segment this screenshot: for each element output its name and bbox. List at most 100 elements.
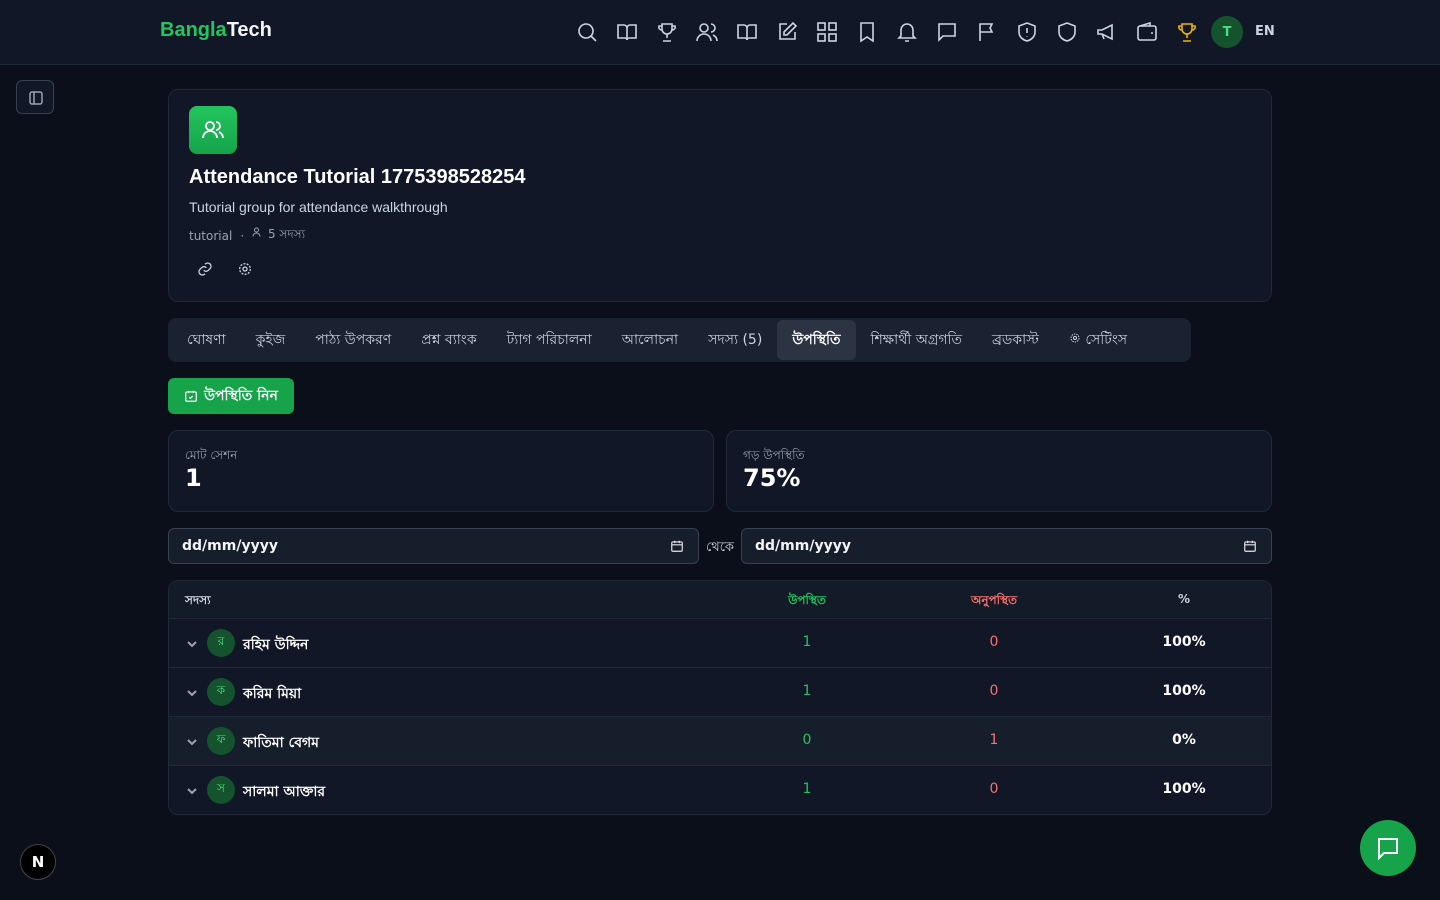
brand-a: Bangla (160, 19, 227, 41)
attendance-percent: 100% (1162, 683, 1206, 699)
flag-icon[interactable] (975, 20, 999, 44)
member-count: 5 সদস্য (252, 226, 305, 246)
tab[interactable]: কুইজ (255, 332, 286, 348)
separator: · (240, 229, 245, 243)
nav-icons (575, 20, 1199, 44)
table-row[interactable]: স সালমা আক্তার 1 0 100% (169, 766, 1271, 814)
header: BanglaTech T EN (0, 0, 1440, 65)
member-name: সালমা আক্তার (243, 784, 326, 800)
tab[interactable]: ব্রডকাস্ট (992, 332, 1039, 348)
stat-card: গড় উপস্থিতি 75% (726, 430, 1272, 512)
search-icon[interactable] (575, 20, 599, 44)
absent-count: 0 (989, 634, 999, 650)
expand-icon (187, 641, 197, 648)
link-button[interactable] (197, 261, 213, 277)
chat-button[interactable] (1360, 820, 1416, 876)
group-icon (189, 106, 237, 154)
attendance-percent: 100% (1162, 781, 1206, 797)
take-attendance-button[interactable]: উপস্থিতি নিন (168, 378, 294, 414)
present-count: 0 (802, 732, 812, 748)
tab[interactable]: প্রশ্ন ব্যাংক (421, 332, 477, 348)
settings-button[interactable] (237, 261, 253, 277)
table-row[interactable]: র রহিম উদ্দিন 1 0 100% (169, 619, 1271, 668)
column-header: উপস্থিত (788, 593, 826, 607)
group-title: Attendance Tutorial 1775398528254 (189, 166, 526, 188)
tab[interactable]: সদস্য (5) (708, 332, 763, 348)
column-header: % (1177, 592, 1191, 606)
stat-label: গড় উপস্থিতি (743, 448, 805, 462)
date-from[interactable]: dd/mm/yyyy (168, 528, 699, 564)
table-row[interactable]: ক করিম মিয়া 1 0 100% (169, 668, 1271, 717)
brand[interactable]: BanglaTech (160, 19, 272, 42)
stat-label: মোট সেশন (185, 448, 238, 462)
shield-alert-icon[interactable] (1015, 20, 1039, 44)
group-tag: tutorial (189, 229, 233, 243)
table-header: সদস্য উপস্থিত অনুপস্থিত % (169, 581, 1271, 619)
tab-bar: ঘোষণা কুইজ পাঠ্য উপকরণ প্রশ্ন ব্যাংক ট্য… (168, 318, 1191, 362)
tab[interactable]: পাঠ্য উপকরণ (315, 332, 392, 348)
member-initial: ফ (207, 727, 235, 755)
table-row[interactable]: ফ ফাতিমা বেগম 0 1 0% (169, 717, 1271, 766)
language-toggle[interactable]: EN (1255, 24, 1275, 39)
expand-icon (187, 788, 197, 795)
trophy-icon[interactable] (655, 20, 679, 44)
present-count: 1 (802, 683, 812, 699)
expand-icon (187, 739, 197, 746)
sidebar-toggle[interactable] (16, 80, 54, 114)
absent-count: 0 (989, 683, 999, 699)
member-initial: র (207, 629, 235, 657)
date-placeholder: dd/mm/yyyy (755, 538, 851, 554)
present-count: 1 (802, 634, 812, 650)
avatar[interactable]: T (1211, 16, 1243, 48)
column-header: অনুপস্থিত (970, 593, 1018, 607)
chat-icon[interactable] (935, 20, 959, 44)
group-card: Attendance Tutorial 1775398528254 Tutori… (168, 89, 1272, 302)
column-header: সদস্য (185, 593, 211, 607)
shield-icon[interactable] (1055, 20, 1079, 44)
chat-glyph (1378, 838, 1398, 861)
member-name: রহিম উদ্দিন (243, 637, 309, 653)
grid-icon[interactable] (815, 20, 839, 44)
bell-icon[interactable] (895, 20, 919, 44)
tab[interactable]: শিক্ষার্থী অগ্রগতি (870, 332, 963, 348)
trophy-gold-icon[interactable] (1175, 20, 1199, 44)
tab[interactable]: সেটিংস (1054, 320, 1142, 360)
absent-count: 1 (989, 732, 999, 748)
button-label: উপস্থিতি নিন (204, 388, 278, 404)
brand-b: Tech (226, 19, 272, 41)
wallet-icon[interactable] (1135, 20, 1159, 44)
users-icon[interactable] (695, 20, 719, 44)
book-icon[interactable] (615, 20, 639, 44)
edit-icon[interactable] (775, 20, 799, 44)
member-initial: স (207, 776, 235, 804)
member-name: করিম মিয়া (243, 686, 302, 702)
calendar-check-icon (185, 390, 197, 402)
member-initial: ক (207, 678, 235, 706)
next-badge[interactable]: N (20, 844, 56, 880)
calendar-icon (671, 540, 683, 552)
attendance-percent: 0% (1172, 732, 1196, 748)
tab[interactable]: ঘোষণা (187, 332, 226, 348)
stat-value: 1 (185, 464, 202, 492)
absent-count: 0 (989, 781, 999, 797)
tab[interactable]: আলোচনা (621, 332, 679, 348)
gear-icon (1070, 333, 1080, 343)
date-to[interactable]: dd/mm/yyyy (741, 528, 1272, 564)
date-placeholder: dd/mm/yyyy (182, 538, 278, 554)
attendance-percent: 100% (1162, 634, 1206, 650)
member-name: ফাতিমা বেগম (243, 735, 319, 751)
sidebar-icon (29, 91, 43, 105)
megaphone-icon[interactable] (1095, 20, 1119, 44)
member-count-text: 5 সদস্য (267, 227, 306, 241)
tab[interactable]: ট্যাগ পরিচালনা (506, 332, 592, 348)
book-icon[interactable] (735, 20, 759, 44)
bookmark-icon[interactable] (855, 20, 879, 44)
expand-icon (187, 690, 197, 697)
tab-active[interactable]: উপস্থিতি (777, 320, 856, 360)
attendance-table: সদস্য উপস্থিত অনুপস্থিত % র রহিম উদ্দিন 1 0… (168, 580, 1272, 815)
stat-card: মোট সেশন 1 (168, 430, 714, 512)
users-mini-icon (252, 227, 261, 237)
group-meta: tutorial · 5 সদস্য (189, 226, 305, 246)
